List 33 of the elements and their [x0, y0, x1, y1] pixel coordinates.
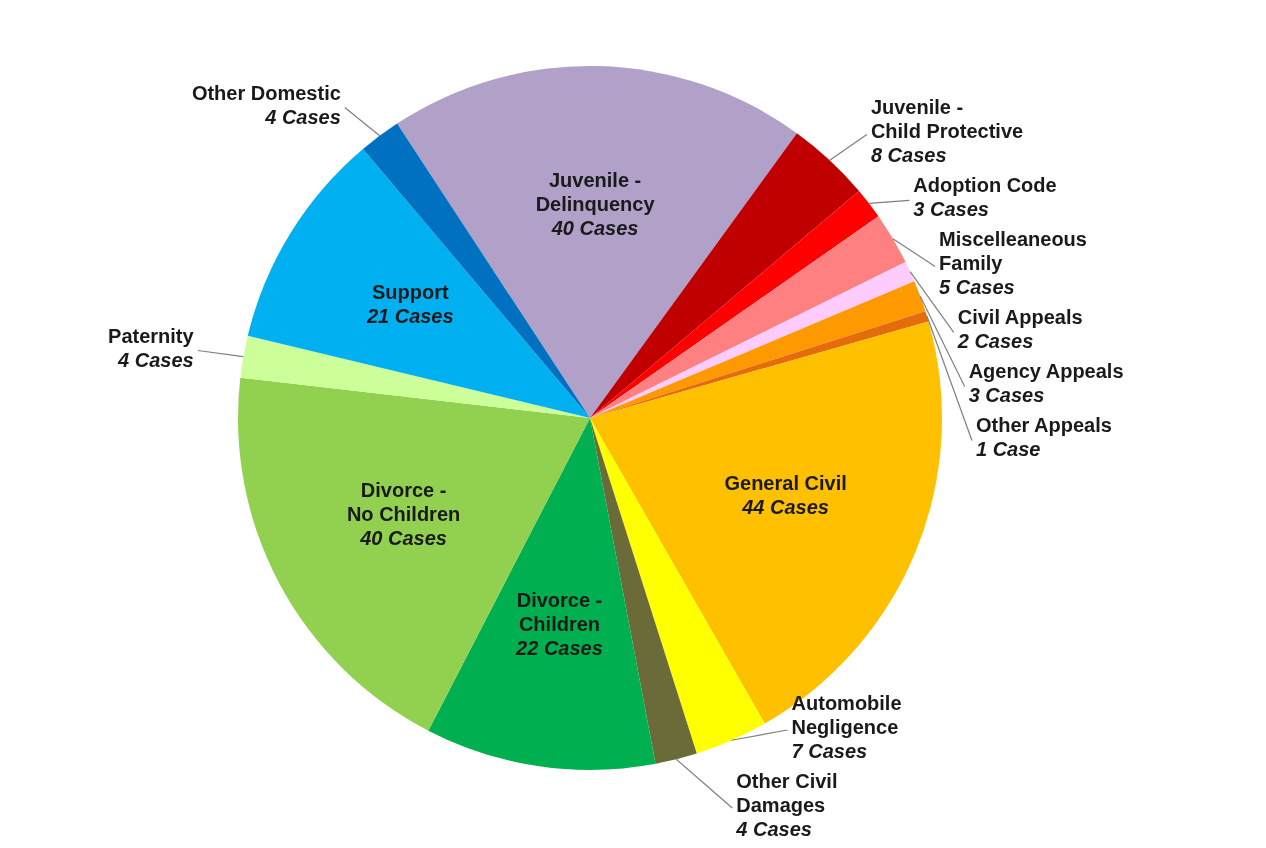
- slice-label: Divorce - No Children: [346, 479, 461, 526]
- data-label: 1 Case: [975, 438, 1041, 461]
- slice-label: Juvenile - Child Protective: [870, 96, 1024, 143]
- data-label: 40 Cases: [359, 527, 447, 550]
- slice-label: Divorce - Children: [516, 588, 603, 635]
- data-label: 3 Cases: [913, 198, 989, 221]
- data-label: 5 Cases: [939, 276, 1015, 299]
- slice-label: Other Appeals: [975, 414, 1112, 437]
- slice-label: Civil Appeals: [957, 306, 1083, 329]
- slice-label: Paternity: [108, 324, 195, 347]
- pie-slice: [590, 261, 915, 418]
- slice-label: Automobile Negligence: [791, 692, 902, 738]
- data-label: 22 Cases: [515, 636, 603, 659]
- slice-label: Other Domestic: [191, 81, 341, 104]
- data-label: 3 Cases: [968, 384, 1045, 407]
- data-label: 2 Cases: [956, 330, 1034, 353]
- data-label: 7 Cases: [791, 740, 868, 762]
- data-label: 8 Cases: [870, 144, 947, 167]
- slice-label: Support: [371, 281, 449, 304]
- data-label: 4 Cases: [264, 105, 341, 128]
- pie-slice: [240, 335, 590, 418]
- data-label: 40 Cases: [550, 216, 639, 239]
- data-label: 4 Cases: [735, 818, 812, 840]
- slice-label: Miscelleaneous Family: [939, 228, 1087, 275]
- slice-label: Juvenile - Delinquency: [535, 168, 656, 215]
- data-label: 21 Cases: [365, 305, 454, 328]
- slice-label: Adoption Code: [913, 174, 1057, 197]
- pie-slice: [590, 281, 926, 418]
- slice-label: General Civil: [724, 471, 847, 494]
- slice-label: Agency Appeals: [968, 360, 1124, 383]
- slice-label: Other Civil Damages: [736, 770, 838, 816]
- data-label: 4 Cases: [117, 348, 194, 371]
- data-label: 44 Cases: [741, 495, 829, 518]
